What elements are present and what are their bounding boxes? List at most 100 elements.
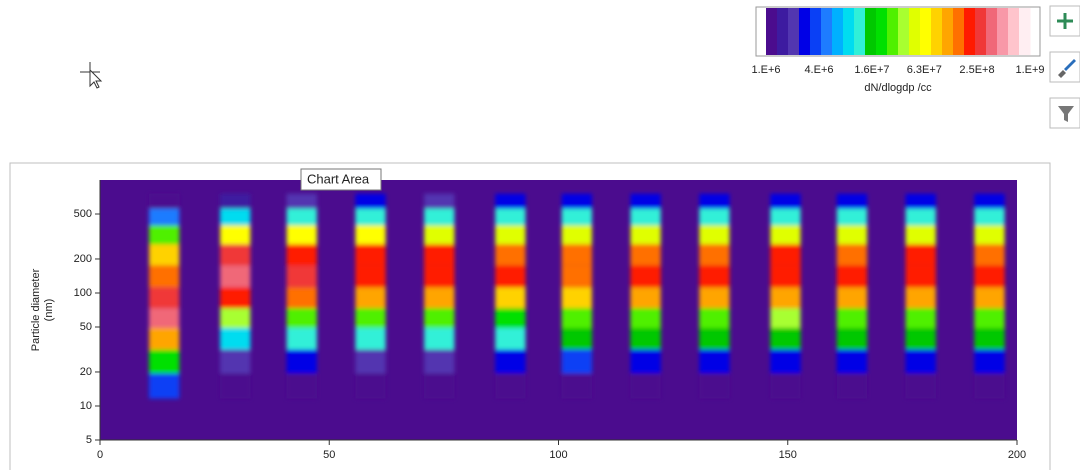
heatmap-cell	[220, 209, 250, 226]
page: {"chart_data": {"type": "heatmap", "x": …	[0, 0, 1080, 470]
heatmap-cell	[699, 328, 729, 349]
colorbar-tick-label: 4.E+6	[804, 64, 833, 76]
heatmap-cell	[562, 328, 592, 349]
heatmap-cell	[495, 244, 525, 265]
heatmap-cell	[906, 209, 936, 226]
heatmap-cell	[974, 287, 1004, 308]
heatmap-cell	[770, 349, 800, 373]
heatmap-cell	[424, 287, 454, 308]
heatmap-cell	[906, 349, 936, 373]
heatmap-cell	[974, 374, 1004, 399]
colorbar-swatch	[788, 8, 800, 55]
heatmap-cell	[495, 328, 525, 349]
heatmap-cell	[495, 287, 525, 308]
x-tick-label: 0	[97, 449, 103, 461]
heatmap-cell	[630, 225, 660, 244]
colorbar-swatch	[876, 8, 888, 55]
heatmap-cell	[630, 194, 660, 209]
heatmap-cell	[906, 194, 936, 209]
heatmap-cell	[562, 225, 592, 244]
heatmap-cell	[220, 374, 250, 399]
heatmap-cell	[495, 265, 525, 287]
heatmap-cell	[149, 225, 179, 244]
colorbar-tick-label: 1.E+9	[1015, 64, 1044, 76]
heatmap-cell	[770, 308, 800, 328]
heatmap-cell	[837, 244, 867, 265]
heatmap-cell	[424, 308, 454, 328]
heatmap-cell	[287, 349, 317, 373]
chart-elements-button[interactable]	[1050, 6, 1080, 36]
heatmap-cell	[630, 308, 660, 328]
colorbar-swatch	[942, 8, 954, 55]
y-tick-label: 10	[80, 400, 92, 412]
heatmap-cell	[424, 209, 454, 226]
heatmap-cell	[837, 287, 867, 308]
heatmap-cell	[220, 225, 250, 244]
heatmap-cell	[837, 209, 867, 226]
heatmap-cell	[424, 349, 454, 373]
heatmap-cell	[837, 308, 867, 328]
heatmap-cell	[837, 194, 867, 209]
heatmap-cell	[424, 374, 454, 399]
heatmap-cell	[770, 194, 800, 209]
heatmap-cell	[424, 194, 454, 209]
colorbar-tick-label: 1.6E+7	[854, 64, 889, 76]
heatmap-cell	[974, 244, 1004, 265]
heatmap-cell	[562, 194, 592, 209]
heatmap-cell	[699, 287, 729, 308]
chart-filters-button[interactable]	[1050, 98, 1080, 128]
colorbar-swatch	[920, 8, 932, 55]
heatmap-cell	[149, 265, 179, 287]
colorbar-swatch	[865, 8, 877, 55]
chart-styles-button[interactable]	[1050, 52, 1080, 82]
heatmap-cell	[837, 265, 867, 287]
heatmap-cell	[770, 244, 800, 265]
colorbar-swatch	[887, 8, 899, 55]
heatmap-cell	[630, 287, 660, 308]
colorbar-swatch	[909, 8, 921, 55]
heatmap-cell	[287, 287, 317, 308]
colorbar-swatch	[843, 8, 855, 55]
colorbar-swatch	[964, 8, 976, 55]
heatmap-cell	[562, 349, 592, 373]
heatmap-cell	[699, 244, 729, 265]
heatmap-cell	[699, 349, 729, 373]
heatmap-cell	[837, 349, 867, 373]
heatmap-cell	[287, 194, 317, 209]
move-cursor	[80, 62, 101, 88]
heatmap-cell	[837, 328, 867, 349]
heatmap-cell	[699, 209, 729, 226]
heatmap-cell	[149, 287, 179, 308]
heatmap-cell	[424, 225, 454, 244]
heatmap-cell	[699, 194, 729, 209]
colorbar-swatch	[777, 8, 789, 55]
heatmap-cell	[355, 349, 385, 373]
excel-chart: Chart Area 5102050100200500050100150200P…	[0, 0, 1080, 470]
heatmap-cell	[974, 194, 1004, 209]
heatmap-cell	[495, 225, 525, 244]
heatmap-cell	[906, 308, 936, 328]
heatmap-cell	[770, 287, 800, 308]
heatmap-cell	[220, 265, 250, 287]
heatmap-cell	[495, 308, 525, 328]
heatmap-cell	[149, 308, 179, 328]
heatmap-cell	[630, 328, 660, 349]
heatmap-cell	[149, 244, 179, 265]
heatmap-cell	[287, 244, 317, 265]
colorbar-swatch	[997, 8, 1009, 55]
y-tick-label: 50	[80, 321, 92, 333]
heatmap-cell	[287, 209, 317, 226]
heatmap-cell	[974, 209, 1004, 226]
y-tick-label: 500	[74, 208, 92, 220]
heatmap-cell	[424, 265, 454, 287]
heatmap-cell	[699, 374, 729, 399]
y-tick-label: 20	[80, 366, 92, 378]
heatmap-cell	[287, 328, 317, 349]
tooltip-text: Chart Area	[307, 171, 370, 186]
heatmap-cell	[495, 194, 525, 209]
colorbar-swatch	[766, 8, 778, 55]
heatmap-cell	[630, 244, 660, 265]
heatmap-cell	[220, 308, 250, 328]
heatmap-cell	[906, 265, 936, 287]
heatmap-cell	[149, 209, 179, 226]
